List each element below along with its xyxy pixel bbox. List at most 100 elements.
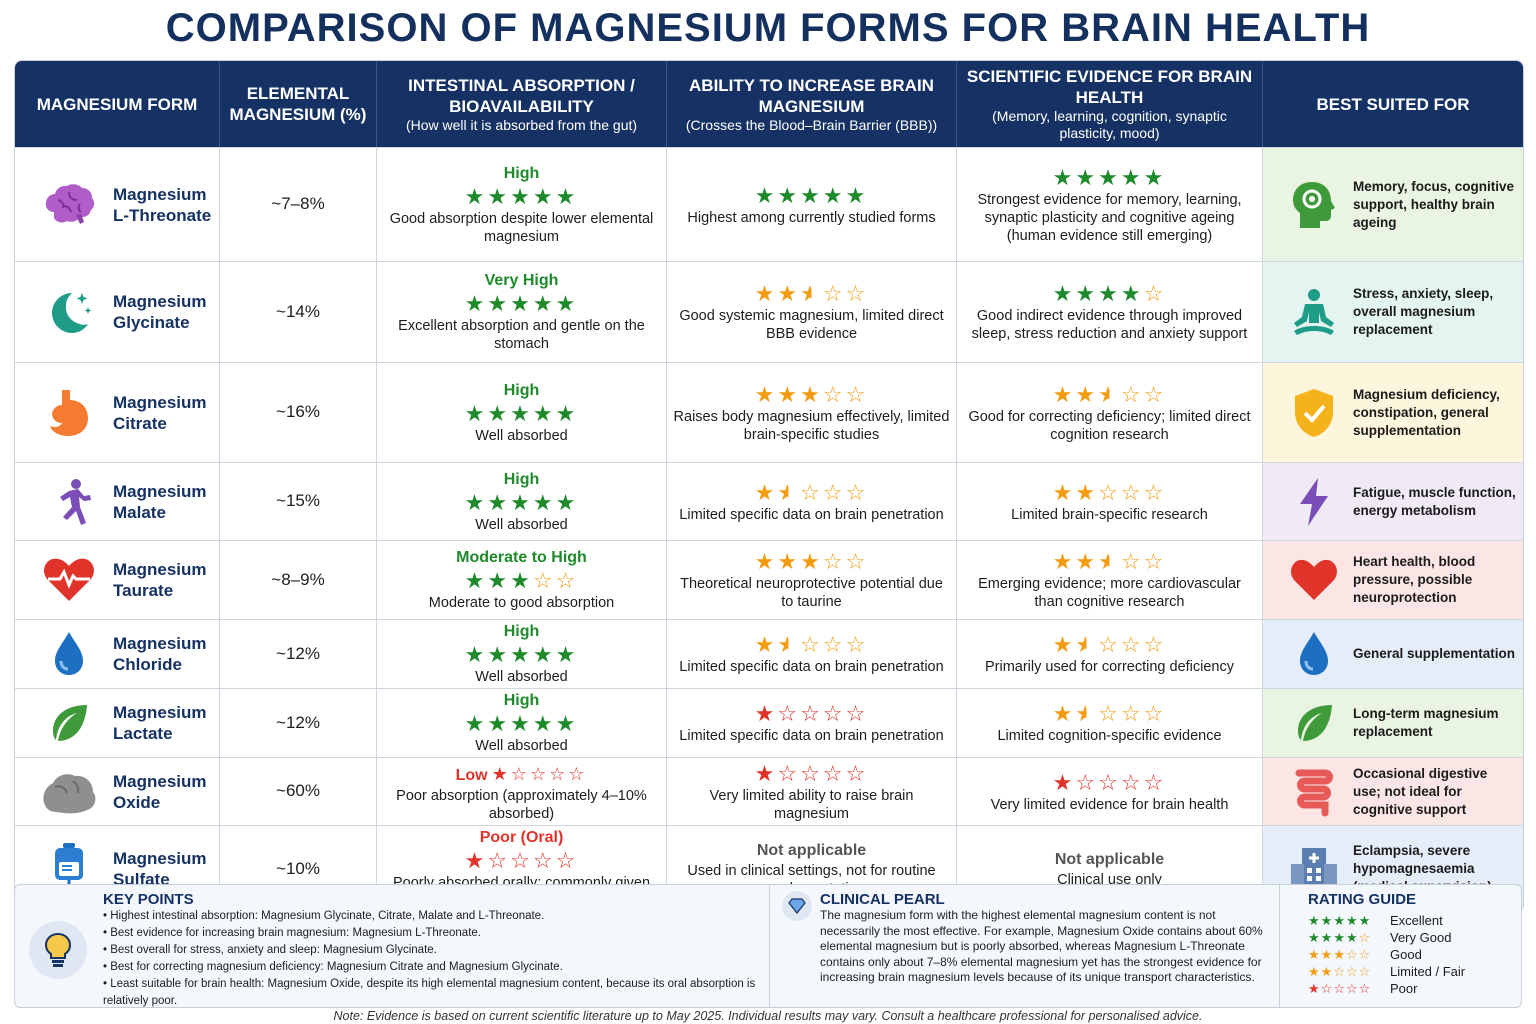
rating-stars: ★★★★★ — [1308, 913, 1372, 928]
table-row: Magnesium Citrate ~16% High ★★★★★ Well absor… — [15, 362, 1523, 462]
brain-cell: ★★★☆☆ Good systemic magnesium, limited di… — [667, 261, 957, 362]
brain-stars: ★★★☆☆ — [754, 381, 869, 407]
key-point-item: Highest intestinal absorption: Magnesium… — [103, 908, 759, 925]
rating-guide-row: ★★★★★ Excellent — [1308, 912, 1511, 929]
best-cell: Stress, anxiety, sleep, overall magnesiu… — [1263, 261, 1523, 362]
evidence-stars: ★★★☆☆ — [1052, 381, 1167, 407]
evidence-cell: ★★☆☆☆ Primarily used for correcting defic… — [957, 619, 1263, 688]
form-name: Magnesium Citrate — [113, 392, 207, 433]
best-cell: Magnesium deficiency, constipation, gene… — [1263, 362, 1523, 462]
footnote: Note: Evidence is based on current scien… — [333, 1009, 1203, 1023]
brain-text: Limited specific data on brain penetrati… — [679, 506, 944, 523]
form-cell: Magnesium Oxide — [15, 757, 220, 825]
elemental-cell: ~12% — [220, 688, 377, 757]
absorption-level: Very High — [484, 272, 559, 289]
absorption-text: Well absorbed — [475, 738, 568, 754]
evidence-stars: ★★★★☆ — [1052, 281, 1167, 306]
table-row: Magnesium Lactate ~12% High ★★★★★ Well absor… — [15, 688, 1523, 757]
best-suited-text: Heart health, blood pressure, possible n… — [1353, 554, 1476, 605]
key-point-label: Best evidence for increasing brain magne… — [110, 927, 350, 939]
absorption-text: Moderate to good absorption — [428, 595, 615, 611]
footer-panels: KEY POINTS Highest intestinal absorption… — [14, 884, 1522, 1008]
form-cell: Magnesium Glycinate — [15, 261, 220, 362]
header-evidence: SCIENTIFIC EVIDENCE FOR BRAIN HEALTH (Mem… — [957, 61, 1263, 147]
clinical-pearl-title: CLINICAL PEARL — [820, 891, 945, 908]
evidence-na: Not applicable — [1054, 851, 1165, 868]
form-name: Magnesium Taurate — [113, 560, 207, 600]
absorption-stars: ★★★★★ — [464, 642, 579, 667]
evidence-cell: ★☆☆☆☆ Very limited evidence for brain hea… — [957, 757, 1263, 825]
rating-guide-row: ★★★☆☆ Good — [1308, 946, 1511, 963]
elemental-cell: ~16% — [220, 362, 377, 462]
best-cell: Memory, focus, cognitive support, health… — [1263, 147, 1523, 261]
absorption-level: High — [503, 692, 540, 709]
elemental-value: ~12% — [276, 712, 320, 732]
rating-guide-title: RATING GUIDE — [1308, 891, 1417, 908]
evidence-text: Limited brain-specific research — [1011, 506, 1208, 523]
brain-stars: ★★★☆☆ — [754, 281, 869, 306]
key-point-item: Best overall for stress, anxiety and sle… — [103, 942, 759, 959]
rating-label: Limited / Fair — [1390, 964, 1466, 979]
brain-stars: ★★★★★ — [754, 182, 869, 208]
elemental-value: ~60% — [276, 781, 320, 800]
absorption-text: Well absorbed — [475, 427, 568, 444]
absorption-cell: High ★★★★★ Well absorbed — [377, 688, 667, 757]
key-points-list: Highest intestinal absorption: Magnesium… — [103, 908, 759, 1010]
best-cell: Heart health, blood pressure, possible n… — [1263, 540, 1523, 619]
rating-guide-list: ★★★★★ Excellent ★★★★☆ Very Good ★★★☆☆ Good ★★☆… — [1308, 912, 1511, 997]
lightbulb-icon — [29, 921, 87, 979]
absorption-cell: Very High ★★★★★ Excellent absorption and g… — [377, 261, 667, 362]
form-name: Magnesium Malate — [113, 481, 207, 522]
brain-text: Theoretical neuroprotective potential du… — [680, 576, 943, 610]
absorption-text: Excellent absorption and gentle on the s… — [398, 318, 645, 352]
key-point-item: Least suitable for brain health: Magnesi… — [103, 976, 759, 1010]
header-best: BEST SUITED FOR — [1263, 61, 1523, 147]
absorption-text: Good absorption despite lower elemental … — [389, 210, 654, 245]
absorption-level: High — [503, 623, 540, 640]
evidence-text: Emerging evidence; more cardiovascular t… — [978, 576, 1241, 610]
header-brain: ABILITY TO INCREASE BRAIN MAGNESIUM (Cros… — [667, 61, 957, 147]
table-row: Magnesium Malate ~15% High ★★★★★ Well absorb… — [15, 462, 1523, 540]
header-row: MAGNESIUM FORM ELEMENTAL MAGNESIUM (%) I… — [15, 61, 1523, 147]
absorption-text: Poor absorption (approximately 4–10% abs… — [396, 787, 647, 822]
evidence-text: Strongest evidence for memory, learning,… — [977, 191, 1242, 244]
brain-cell: ★★★☆☆ Raises body magnesium effectively, … — [667, 362, 957, 462]
runner-icon — [39, 477, 99, 527]
absorption-cell: High ★★★★★ Well absorbed — [377, 362, 667, 462]
form-name: Magnesium Glycinate — [113, 292, 207, 332]
rating-guide-panel: RATING GUIDE ★★★★★ Excellent ★★★★☆ Very Goo… — [1280, 885, 1521, 1007]
brain-cell: ★★☆☆☆ Limited specific data on brain pene… — [667, 462, 957, 540]
evidence-stars: ★★★★★ — [1052, 164, 1167, 190]
form-cell: Magnesium Malate — [15, 462, 220, 540]
best-suited-text: Stress, anxiety, sleep, overall magnesiu… — [1353, 286, 1494, 337]
elemental-cell: ~8–9% — [220, 540, 377, 619]
rating-stars: ★★☆☆☆ — [1308, 964, 1372, 979]
elemental-cell: ~15% — [220, 462, 377, 540]
brain-text: Limited specific data on brain penetrati… — [679, 728, 944, 744]
key-point-label: Best overall for stress, anxiety and sle… — [110, 944, 320, 956]
absorption-level: Moderate to High — [456, 549, 587, 566]
heart-pulse-icon — [39, 555, 99, 605]
rating-stars: ★★★☆☆ — [1308, 947, 1372, 962]
best-cell: General supplementation — [1263, 619, 1523, 688]
evidence-cell: ★★★☆☆ Emerging evidence; more cardiovascu… — [957, 540, 1263, 619]
lightning-icon — [1285, 477, 1343, 527]
elemental-value: ~15% — [276, 491, 320, 510]
form-cell: Magnesium Chloride — [15, 619, 220, 688]
evidence-cell: ★★★☆☆ Good for correcting deficiency; lim… — [957, 362, 1263, 462]
droplet-icon — [39, 629, 99, 679]
header-elemental: ELEMENTAL MAGNESIUM (%) — [220, 61, 377, 147]
brain-na: Not applicable — [756, 842, 867, 859]
absorption-cell: High ★★★★★ Well absorbed — [377, 462, 667, 540]
evidence-text: Very limited evidence for brain health — [990, 796, 1229, 813]
rock-icon — [39, 767, 99, 817]
rating-guide-row: ★★☆☆☆ Limited / Fair — [1308, 963, 1511, 980]
form-name: Magnesium L-Threonate — [113, 184, 212, 225]
absorption-stars: ★★★★★ — [464, 183, 579, 209]
best-cell: Long-term magnesium replacement — [1263, 688, 1523, 757]
brain-stars: ★★☆☆☆ — [754, 632, 869, 657]
brain-text: Raises body magnesium effectively, limit… — [673, 408, 950, 443]
leaf-icon — [39, 698, 99, 748]
key-point-label: Highest intestinal absorption: — [110, 910, 258, 922]
meditation-icon — [1285, 287, 1343, 337]
